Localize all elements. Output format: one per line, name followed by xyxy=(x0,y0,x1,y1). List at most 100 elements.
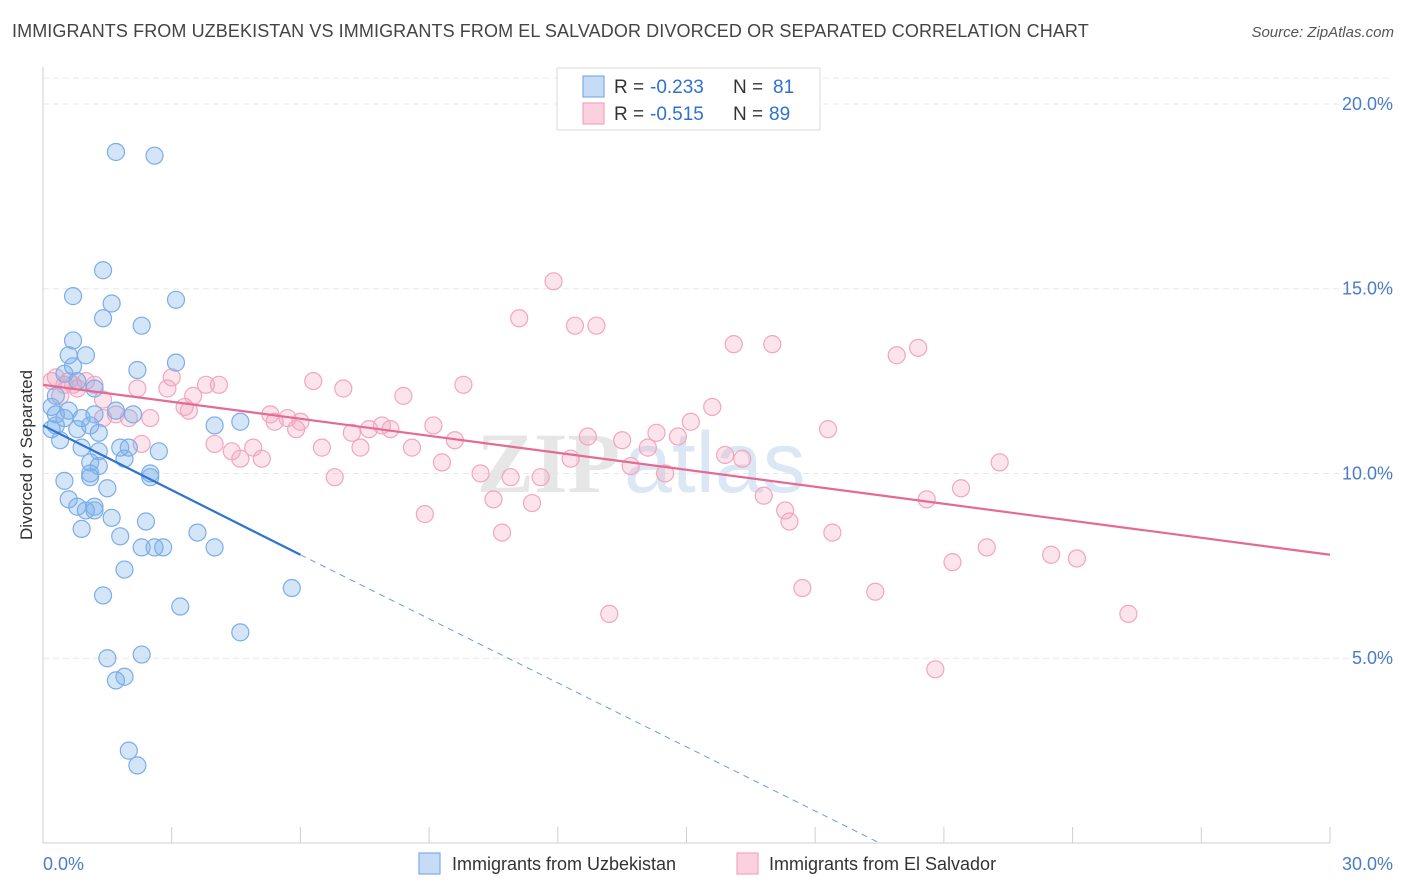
uzbekistan-point xyxy=(145,146,164,165)
el-salvador-point xyxy=(733,449,752,468)
uzbekistan-point xyxy=(85,405,104,424)
el-salvador-point xyxy=(334,379,353,398)
el-salvador-point xyxy=(454,375,473,394)
uzbekistan-point xyxy=(85,501,104,520)
el-salvador-point xyxy=(252,449,271,468)
stats-legend-swatch-pink xyxy=(582,102,605,125)
el-salvador-point xyxy=(415,505,434,524)
el-salvador-point xyxy=(926,660,945,679)
el-salvador-point xyxy=(587,316,606,335)
el-salvador-point xyxy=(291,412,310,431)
uzbekistan-point xyxy=(154,538,173,557)
uzbekistan-point xyxy=(128,756,147,775)
uzbekistan-point xyxy=(149,442,168,461)
uzbekistan-point xyxy=(166,353,186,372)
el-salvador-point xyxy=(484,490,503,509)
el-salvador-point xyxy=(613,431,632,450)
el-salvador-trend-line xyxy=(42,383,1331,556)
uzbekistan-point xyxy=(76,346,96,365)
stats-n-value-2: 89 xyxy=(769,104,790,125)
el-salvador-point xyxy=(578,427,597,446)
uzbekistan-point xyxy=(111,527,130,546)
uzbekistan-point xyxy=(282,578,301,598)
uzbekistan-point xyxy=(98,479,117,498)
el-salvador-point xyxy=(990,453,1009,472)
el-salvador-point xyxy=(655,464,675,483)
axes xyxy=(42,67,1331,844)
el-salvador-point xyxy=(647,423,666,442)
el-salvador-point xyxy=(793,578,812,598)
stats-legend: R = -0.233 N = 81 R = -0.515 N = 89 xyxy=(556,67,821,131)
legend-label-uzbekistan: Immigrants from Uzbekistan xyxy=(452,854,676,874)
el-salvador-point xyxy=(325,468,344,487)
el-salvador-point xyxy=(209,375,228,394)
el-salvador-point xyxy=(668,427,688,446)
el-salvador-point xyxy=(394,386,413,405)
uzbekistan-point xyxy=(115,667,134,686)
el-salvador-point xyxy=(943,553,962,572)
el-salvador-point xyxy=(1119,604,1138,623)
el-salvador-point xyxy=(128,379,147,398)
source-credit: Source: ZipAtlas.com xyxy=(1251,24,1394,41)
el-salvador-point xyxy=(565,316,585,335)
uzbekistan-point xyxy=(205,538,224,557)
el-salvador-point xyxy=(776,501,795,520)
x-tick-label-min: 0.0% xyxy=(43,854,84,874)
stats-n-label-1: N = xyxy=(733,77,763,98)
el-salvador-point xyxy=(600,604,619,623)
series-legend: Immigrants from Uzbekistan Immigrants fr… xyxy=(418,852,996,875)
x-tick-label-max: 30.0% xyxy=(1342,854,1393,874)
uzbekistan-point xyxy=(68,371,87,391)
uzbekistan-point xyxy=(119,741,138,760)
uzbekistan-point xyxy=(128,360,147,380)
el-salvador-point xyxy=(162,368,181,387)
el-salvador-point xyxy=(351,438,370,457)
el-salvador-point xyxy=(432,453,452,472)
uzbekistan-point xyxy=(231,412,250,431)
uzbekistan-point xyxy=(171,597,190,616)
y-tick-labels: 5.0% 10.0% 15.0% 20.0% xyxy=(1342,94,1393,668)
el-salvador-point xyxy=(681,412,700,431)
y-tick-label: 10.0% xyxy=(1342,463,1393,483)
el-salvador-point xyxy=(196,375,216,394)
uzbekistan-point xyxy=(205,416,224,435)
el-salvador-point xyxy=(951,479,971,498)
el-salvador-point xyxy=(492,523,512,542)
grid-lines xyxy=(43,77,1392,659)
el-salvador-point xyxy=(638,438,657,457)
uzbekistan-point xyxy=(123,405,143,424)
uzbekistan-point xyxy=(132,645,151,664)
uzbekistan-point xyxy=(188,523,207,542)
uzbekistan-point xyxy=(93,586,113,605)
stats-n-label-2: N = xyxy=(733,104,763,125)
el-salvador-point xyxy=(818,420,838,439)
el-salvador-point xyxy=(342,423,361,442)
el-salvador-point xyxy=(522,493,542,513)
uzbekistan-point xyxy=(106,142,126,162)
uzbekistan-point xyxy=(46,386,65,405)
el-salvador-point xyxy=(231,449,250,468)
uzbekistan-point xyxy=(119,438,138,457)
el-salvador-point xyxy=(754,486,773,505)
el-salvador-point xyxy=(780,512,799,531)
stats-r-value-2: -0.515 xyxy=(650,104,704,125)
el-salvador-point xyxy=(887,346,906,365)
uzbekistan-point xyxy=(55,471,74,490)
stats-legend-swatch-blue xyxy=(582,75,605,98)
el-salvador-point xyxy=(917,490,936,509)
uzbekistan-point xyxy=(102,508,121,527)
el-salvador-point xyxy=(158,379,177,398)
uzbekistan-point xyxy=(72,519,91,539)
uzbekistan-point xyxy=(93,261,113,280)
el-salvador-point xyxy=(531,468,550,487)
el-salvador-point xyxy=(724,335,743,354)
el-salvador-point xyxy=(1042,545,1061,564)
uzbekistan-point xyxy=(115,560,134,579)
el-salvador-point xyxy=(312,438,331,457)
uzbekistan-point xyxy=(93,309,113,328)
uzbekistan-point xyxy=(85,379,104,398)
uzbekistan-point xyxy=(63,357,83,376)
uzbekistan-point xyxy=(63,331,83,350)
uzbekistan-point xyxy=(106,401,126,420)
